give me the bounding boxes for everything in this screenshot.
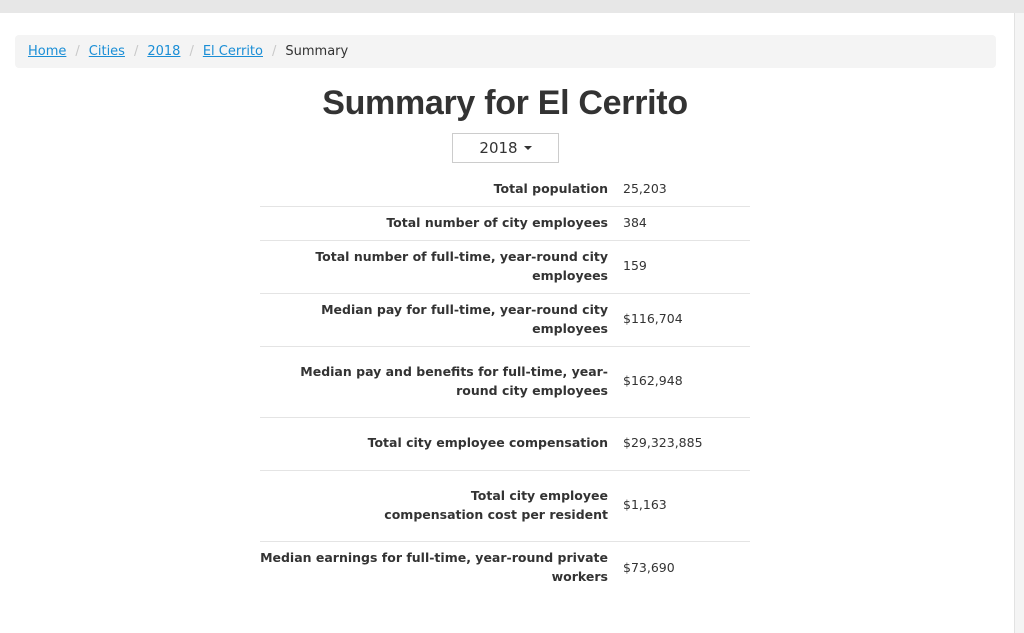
row-label: Total population xyxy=(493,180,608,196)
browser-top-bar xyxy=(0,0,1024,13)
table-row: Median earnings for full-time, year-roun… xyxy=(260,541,750,594)
row-value: $162,948 xyxy=(623,373,683,389)
row-value: 25,203 xyxy=(623,180,667,196)
breadcrumb-cities[interactable]: Cities xyxy=(88,44,125,59)
row-label: Median pay for full-time, year-round cit… xyxy=(321,302,608,336)
row-value: 159 xyxy=(623,258,647,274)
table-row: Total city employee compensation $29,323,… xyxy=(260,417,750,470)
row-value: $116,704 xyxy=(623,311,683,327)
caret-down-icon xyxy=(523,146,532,150)
table-row: Total number of full-time, year-round ci… xyxy=(260,240,750,293)
row-value: $29,323,885 xyxy=(623,435,703,451)
breadcrumb-separator: / xyxy=(75,44,80,59)
breadcrumb: Home / Cities / 2018 / El Cerrito / Summ… xyxy=(15,35,996,68)
row-label: Total number of city employees xyxy=(386,214,608,230)
table-row: Total population 25,203 xyxy=(260,172,750,206)
row-value: $1,163 xyxy=(623,497,667,513)
row-label: Median earnings for full-time, year-roun… xyxy=(260,550,608,584)
row-value: 384 xyxy=(623,214,647,230)
row-label: Total city employee compensation xyxy=(367,435,608,451)
row-value: $73,690 xyxy=(623,559,675,575)
breadcrumb-year[interactable]: 2018 xyxy=(147,44,181,59)
row-label: Total number of full-time, year-round ci… xyxy=(315,249,608,283)
table-row: Total number of city employees 384 xyxy=(260,206,750,240)
summary-table: Total population 25,203 Total number of c… xyxy=(260,172,750,594)
row-label: Total city employee compensation cost pe… xyxy=(384,488,608,522)
breadcrumb-city[interactable]: El Cerrito xyxy=(202,44,263,59)
year-dropdown-value: 2018 xyxy=(479,139,518,157)
scrollbar[interactable] xyxy=(1014,13,1024,633)
table-row: Median pay for full-time, year-round cit… xyxy=(260,293,750,346)
row-label: Median pay and benefits for full-time, y… xyxy=(300,364,608,398)
breadcrumb-separator: / xyxy=(272,44,277,59)
breadcrumb-separator: / xyxy=(133,44,139,59)
breadcrumb-home[interactable]: Home xyxy=(28,44,67,59)
table-row: Total city employee compensation cost pe… xyxy=(260,470,750,541)
page-title: Summary for El Cerrito xyxy=(322,84,688,122)
breadcrumb-current: Summary xyxy=(285,44,349,59)
breadcrumb-separator: / xyxy=(189,44,194,59)
table-row: Median pay and benefits for full-time, y… xyxy=(260,346,750,417)
year-dropdown[interactable]: 2018 xyxy=(452,133,559,163)
